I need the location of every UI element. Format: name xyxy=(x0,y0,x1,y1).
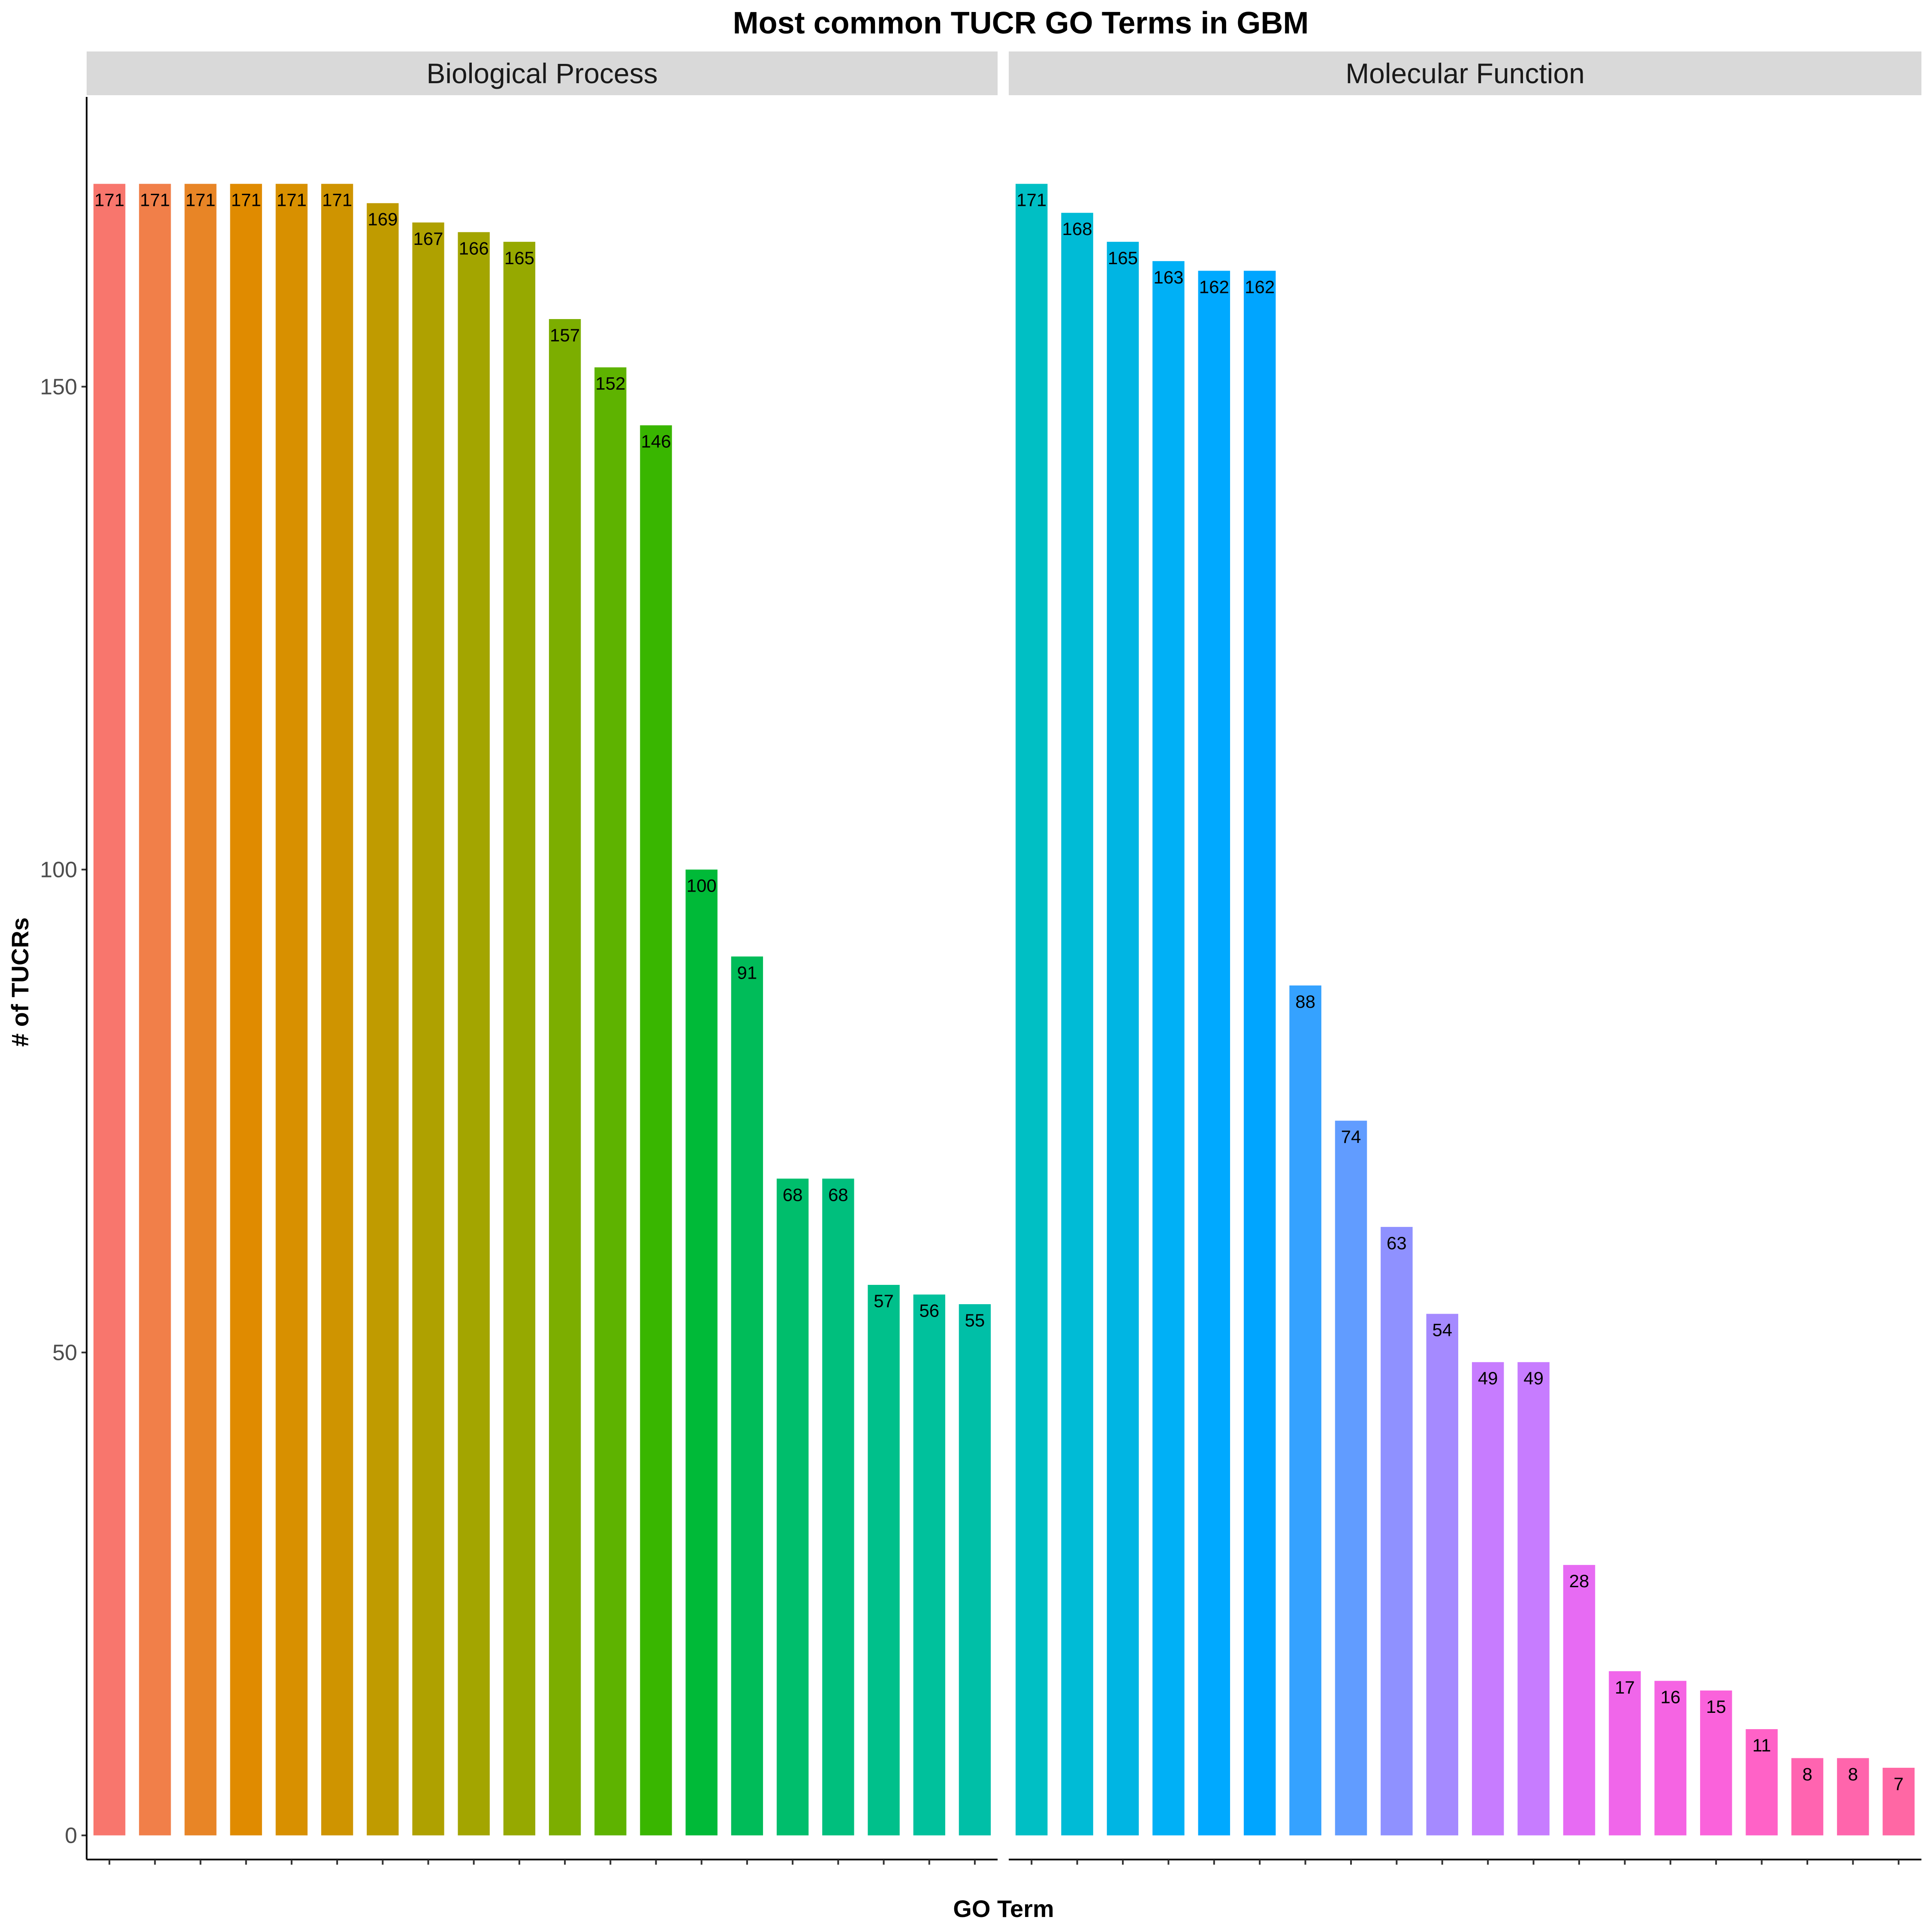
bar-value-label: 63 xyxy=(1387,1233,1407,1253)
bar-value-label: 171 xyxy=(231,190,261,210)
bar xyxy=(503,241,536,1836)
bar-value-label: 55 xyxy=(965,1310,985,1330)
facet-strip xyxy=(87,51,998,95)
bar-value-label: 100 xyxy=(687,876,717,896)
bar xyxy=(1152,261,1185,1836)
bar-value-label: 171 xyxy=(1016,190,1046,210)
bar-value-label: 11 xyxy=(1752,1735,1771,1755)
bar-value-label: 166 xyxy=(459,238,489,258)
bar xyxy=(913,1294,945,1836)
bar-value-label: 165 xyxy=(1108,248,1138,268)
bar xyxy=(1472,1362,1504,1836)
bar-value-label: 54 xyxy=(1432,1320,1452,1340)
bar-value-label: 162 xyxy=(1245,277,1275,297)
bar xyxy=(731,956,763,1836)
bar xyxy=(1335,1121,1367,1836)
bar-value-label: 56 xyxy=(919,1301,939,1321)
bar xyxy=(1609,1671,1641,1836)
bar-value-label: 57 xyxy=(874,1291,894,1311)
bar-value-label: 7 xyxy=(1894,1774,1903,1794)
bar xyxy=(275,184,308,1836)
bar xyxy=(594,367,627,1836)
chart-title: Most common TUCR GO Terms in GBM xyxy=(733,6,1309,40)
bar-value-label: 49 xyxy=(1523,1368,1544,1388)
bar-value-label: 171 xyxy=(94,190,124,210)
bar-value-label: 171 xyxy=(322,190,352,210)
x-axis-title: GO Term xyxy=(953,1895,1054,1922)
bar-value-label: 88 xyxy=(1295,992,1315,1012)
bar-value-label: 171 xyxy=(185,190,215,210)
bar xyxy=(412,222,444,1836)
y-tick-label: 150 xyxy=(40,375,77,400)
bar xyxy=(1381,1227,1413,1836)
bar-value-label: 167 xyxy=(413,229,443,249)
bar xyxy=(458,232,490,1836)
bar-value-label: 8 xyxy=(1802,1764,1812,1784)
bar xyxy=(1061,213,1093,1836)
bar xyxy=(776,1178,809,1836)
bar-value-label: 16 xyxy=(1660,1687,1680,1707)
bar-value-label: 165 xyxy=(504,248,534,268)
y-axis-title: # of TUCRs xyxy=(6,917,33,1047)
bar xyxy=(367,203,399,1836)
bar xyxy=(230,184,262,1836)
bar xyxy=(1289,985,1321,1836)
bar-value-label: 162 xyxy=(1199,277,1229,297)
bar xyxy=(1791,1758,1824,1836)
bar xyxy=(1107,241,1139,1836)
bar-value-label: 171 xyxy=(277,190,307,210)
y-tick-label: 50 xyxy=(52,1341,77,1365)
bar-value-label: 68 xyxy=(783,1185,803,1205)
bar-value-label: 163 xyxy=(1153,267,1183,287)
bar xyxy=(1015,184,1048,1836)
bar-value-label: 91 xyxy=(737,962,757,983)
bar-value-label: 168 xyxy=(1062,219,1092,239)
bar-value-label: 152 xyxy=(595,374,625,394)
bar-value-label: 146 xyxy=(641,431,671,452)
bar xyxy=(1426,1314,1459,1836)
bar xyxy=(868,1285,900,1836)
bar xyxy=(321,184,353,1836)
bar-value-label: 28 xyxy=(1569,1571,1589,1591)
bar xyxy=(184,184,217,1836)
bar-value-label: 15 xyxy=(1706,1697,1726,1717)
bar-value-label: 8 xyxy=(1848,1764,1858,1784)
bar xyxy=(1243,271,1276,1836)
bar xyxy=(1517,1362,1550,1836)
bar xyxy=(549,319,581,1836)
bar xyxy=(1654,1681,1687,1836)
y-tick-label: 0 xyxy=(65,1823,77,1848)
facet-strip-label: Molecular Function xyxy=(1345,57,1585,89)
bar xyxy=(1746,1729,1778,1836)
bar xyxy=(139,184,171,1836)
bar xyxy=(1563,1565,1595,1836)
bar xyxy=(1198,271,1230,1836)
bar-value-label: 49 xyxy=(1478,1368,1498,1388)
bar xyxy=(640,425,672,1836)
bar-value-label: 74 xyxy=(1341,1127,1361,1147)
bar xyxy=(1882,1768,1915,1836)
bar xyxy=(685,869,718,1836)
facet-strip-label: Biological Process xyxy=(426,57,657,89)
bar-value-label: 171 xyxy=(140,190,170,210)
bar-value-label: 68 xyxy=(828,1185,848,1205)
bar xyxy=(1700,1690,1732,1836)
facet-strip xyxy=(1009,51,1921,95)
bar-value-label: 169 xyxy=(368,209,398,229)
bar xyxy=(93,184,126,1836)
bar-value-label: 17 xyxy=(1615,1677,1635,1697)
bar xyxy=(1837,1758,1869,1836)
y-tick-label: 100 xyxy=(40,858,77,883)
bar xyxy=(822,1178,854,1836)
bar-value-label: 157 xyxy=(550,325,580,345)
bar xyxy=(959,1304,991,1836)
